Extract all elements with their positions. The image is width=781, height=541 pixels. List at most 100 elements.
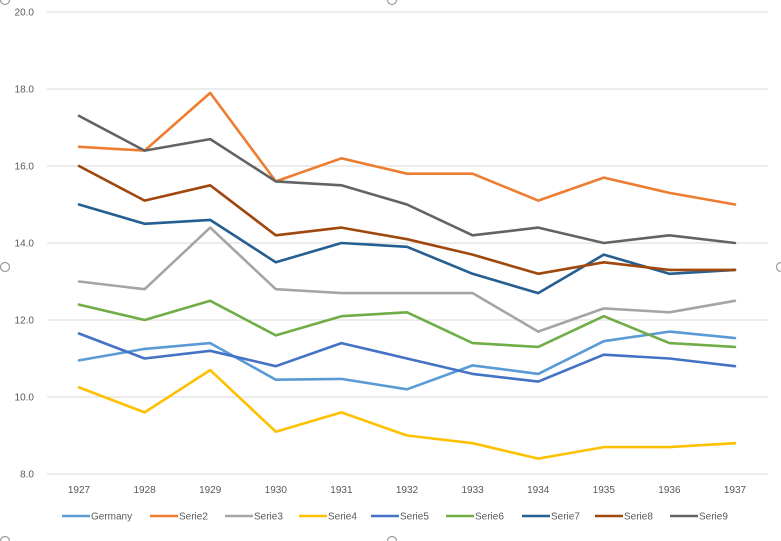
data-point[interactable]: [76, 163, 82, 169]
data-point[interactable]: [404, 433, 410, 439]
series-line-serie7[interactable]: [77, 203, 737, 295]
data-point[interactable]: [666, 190, 672, 196]
data-point[interactable]: [732, 267, 738, 273]
data-point[interactable]: [732, 202, 738, 208]
data-point[interactable]: [535, 271, 541, 277]
series-line-serie6[interactable]: [77, 299, 737, 349]
data-point[interactable]: [273, 232, 279, 238]
data-point[interactable]: [601, 259, 607, 265]
data-point[interactable]: [732, 335, 738, 341]
data-point[interactable]: [273, 178, 279, 184]
legend[interactable]: Germany Serie2 Serie3 Serie4 Serie5 Serie6 Ser…: [62, 512, 728, 523]
data-point[interactable]: [470, 371, 476, 377]
data-point[interactable]: [470, 232, 476, 238]
data-point[interactable]: [666, 340, 672, 346]
data-point[interactable]: [338, 409, 344, 415]
data-point[interactable]: [338, 155, 344, 161]
data-point[interactable]: [601, 252, 607, 258]
legend-item-serie8[interactable]: Serie8: [595, 512, 653, 523]
data-point[interactable]: [601, 444, 607, 450]
data-point[interactable]: [273, 429, 279, 435]
data-point[interactable]: [535, 290, 541, 296]
series-serie5[interactable]: [76, 330, 738, 384]
data-point[interactable]: [535, 371, 541, 377]
series-line-serie3[interactable]: [77, 226, 737, 333]
data-point[interactable]: [207, 348, 213, 354]
data-point[interactable]: [404, 309, 410, 315]
series-serie2[interactable]: [76, 90, 738, 208]
data-point[interactable]: [732, 363, 738, 369]
data-point[interactable]: [601, 240, 607, 246]
data-point[interactable]: [338, 240, 344, 246]
data-point[interactable]: [142, 221, 148, 227]
data-point[interactable]: [273, 259, 279, 265]
data-point[interactable]: [207, 225, 213, 231]
selection-handle-right[interactable]: [775, 261, 781, 273]
data-point[interactable]: [666, 356, 672, 362]
data-point[interactable]: [207, 298, 213, 304]
data-point[interactable]: [142, 286, 148, 292]
data-point[interactable]: [76, 144, 82, 150]
data-point[interactable]: [470, 362, 476, 368]
data-point[interactable]: [338, 340, 344, 346]
data-point[interactable]: [273, 332, 279, 338]
data-point[interactable]: [142, 346, 148, 352]
data-point[interactable]: [207, 90, 213, 96]
data-point[interactable]: [470, 252, 476, 258]
series-germany[interactable]: [76, 329, 738, 393]
data-point[interactable]: [338, 290, 344, 296]
data-point[interactable]: [207, 182, 213, 188]
data-point[interactable]: [207, 367, 213, 373]
selection-handle-bottom-left[interactable]: [0, 535, 11, 541]
data-point[interactable]: [338, 313, 344, 319]
data-point[interactable]: [76, 279, 82, 285]
data-point[interactable]: [76, 330, 82, 336]
data-point[interactable]: [470, 340, 476, 346]
data-point[interactable]: [404, 244, 410, 250]
data-point[interactable]: [535, 344, 541, 350]
series-serie4[interactable]: [76, 367, 738, 462]
legend-item-germany[interactable]: Germany: [62, 512, 132, 523]
data-point[interactable]: [338, 225, 344, 231]
legend-item-serie9[interactable]: Serie9: [670, 512, 728, 523]
data-point[interactable]: [470, 440, 476, 446]
data-point[interactable]: [601, 338, 607, 344]
data-point[interactable]: [142, 198, 148, 204]
data-point[interactable]: [76, 302, 82, 308]
selection-handle-left[interactable]: [0, 261, 11, 273]
data-point[interactable]: [142, 317, 148, 323]
data-point[interactable]: [404, 202, 410, 208]
data-point[interactable]: [535, 198, 541, 204]
data-point[interactable]: [470, 171, 476, 177]
data-point[interactable]: [666, 444, 672, 450]
legend-item-serie6[interactable]: Serie6: [446, 512, 504, 523]
data-point[interactable]: [732, 240, 738, 246]
data-point[interactable]: [470, 290, 476, 296]
data-point[interactable]: [601, 313, 607, 319]
data-point[interactable]: [535, 379, 541, 385]
series-line-serie5[interactable]: [77, 332, 737, 383]
legend-item-serie5[interactable]: Serie5: [371, 512, 429, 523]
data-point[interactable]: [273, 286, 279, 292]
legend-item-serie3[interactable]: Serie3: [225, 512, 283, 523]
data-point[interactable]: [207, 217, 213, 223]
data-point[interactable]: [601, 305, 607, 311]
data-point[interactable]: [732, 344, 738, 350]
data-point[interactable]: [273, 363, 279, 369]
series-serie9[interactable]: [76, 113, 738, 246]
selection-handle-top[interactable]: [386, 0, 398, 6]
data-point[interactable]: [404, 356, 410, 362]
data-point[interactable]: [207, 340, 213, 346]
data-point[interactable]: [601, 175, 607, 181]
series-line-serie8[interactable]: [77, 164, 737, 276]
legend-item-serie4[interactable]: Serie4: [299, 512, 357, 523]
data-point[interactable]: [535, 225, 541, 231]
legend-item-serie7[interactable]: Serie7: [522, 512, 580, 523]
data-point[interactable]: [666, 232, 672, 238]
series-lines[interactable]: [76, 90, 738, 462]
selection-handle-top-left[interactable]: [0, 0, 11, 6]
data-point[interactable]: [732, 298, 738, 304]
data-point[interactable]: [76, 357, 82, 363]
series-line-germany[interactable]: [77, 330, 737, 391]
